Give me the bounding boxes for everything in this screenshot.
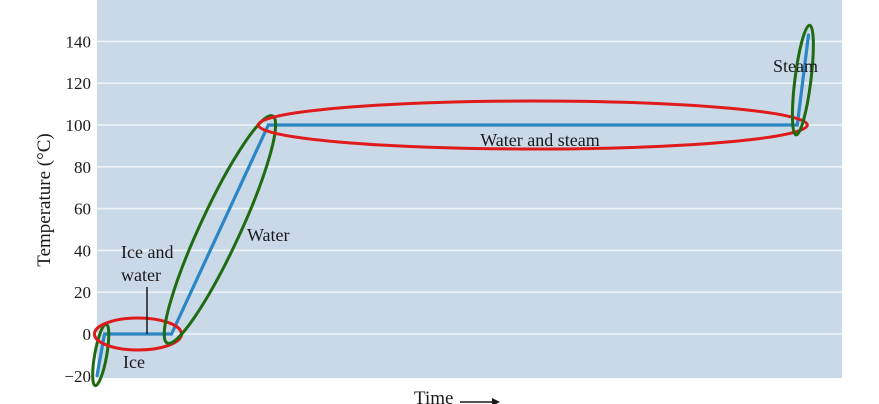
- y-tick-label: 60: [74, 200, 91, 219]
- y-tick-label: 40: [74, 241, 91, 260]
- y-tick-label: −20: [64, 367, 91, 386]
- steam-phase-ellipse: [790, 23, 815, 137]
- annotation-water-below: water: [121, 265, 161, 285]
- heating-curve: [95, 33, 811, 378]
- annotation-water: Water: [247, 225, 290, 245]
- annotation-water-and-steam: Water and steam: [480, 130, 600, 150]
- y-tick-label: 0: [83, 325, 92, 344]
- annotation-ice: Ice: [123, 352, 145, 372]
- curve-segment: [169, 123, 270, 336]
- y-tick-label: 20: [74, 283, 91, 302]
- x-axis-arrow-icon: [460, 398, 500, 404]
- annotations: Ice Ice and water Water Water and steam Steam: [121, 56, 818, 372]
- y-tick-labels: −20 0 20 40 60 80 100 120 140: [64, 32, 91, 385]
- y-tick-label: 100: [66, 116, 92, 135]
- x-axis-title: Time: [414, 388, 453, 404]
- y-tick-label: 140: [66, 32, 92, 51]
- annotation-ice-and: Ice and: [121, 242, 173, 262]
- y-axis-title: Temperature (°C): [34, 133, 55, 266]
- y-tick-label: 80: [74, 158, 91, 177]
- phase-ellipses: [91, 23, 815, 388]
- boiling-phase-ellipse: [256, 99, 809, 151]
- plot-background: [97, 0, 842, 378]
- y-tick-label: 120: [66, 74, 92, 93]
- annotation-steam: Steam: [773, 56, 818, 76]
- curve-segment: [95, 332, 107, 378]
- curve-segment: [795, 33, 811, 127]
